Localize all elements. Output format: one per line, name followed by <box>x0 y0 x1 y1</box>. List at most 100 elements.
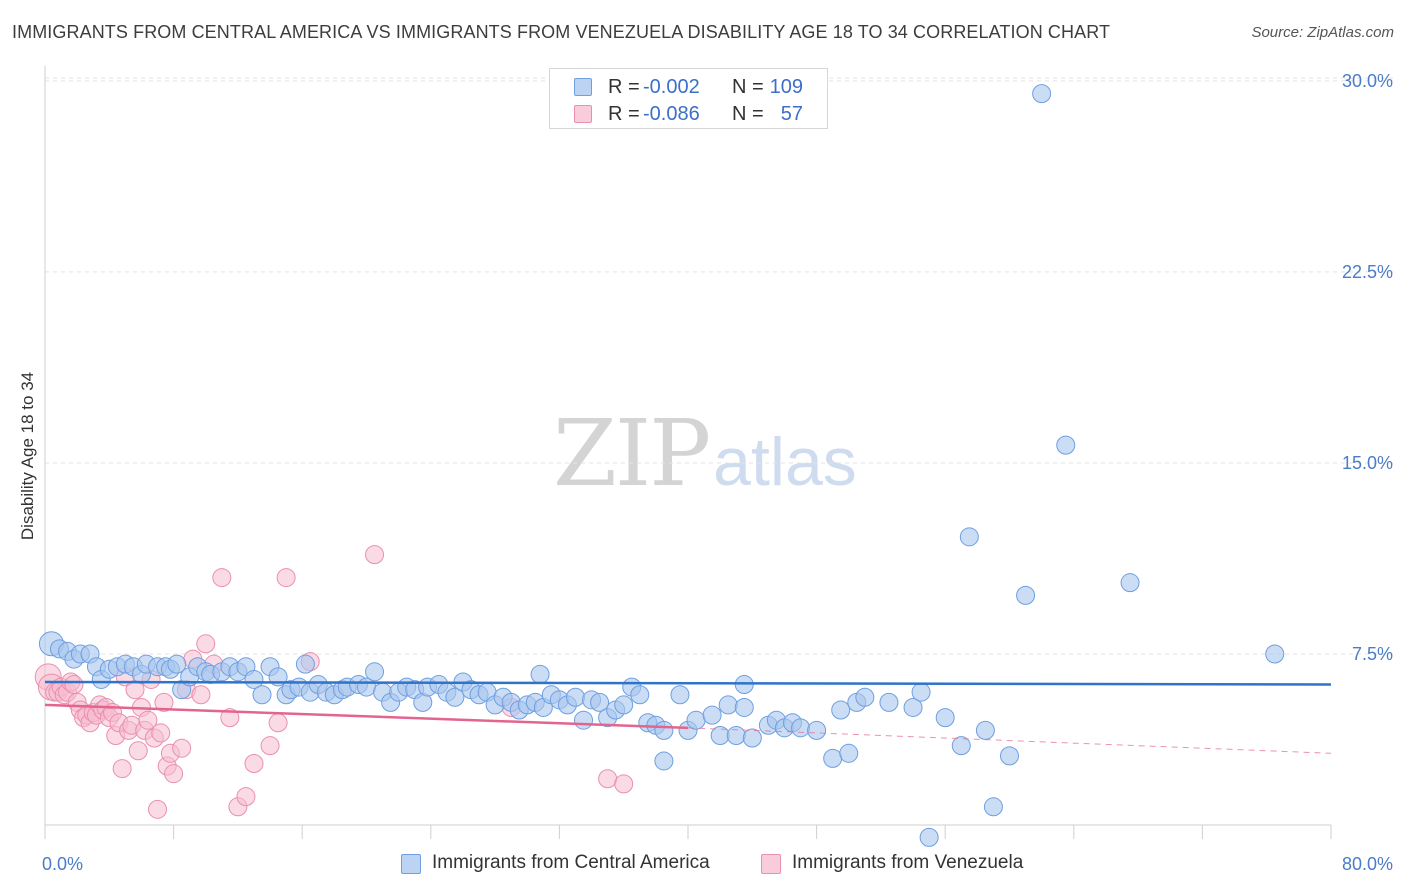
data-point-central-america <box>590 692 610 712</box>
data-point-central-america <box>365 662 385 682</box>
trend-line-venezuela <box>44 703 689 730</box>
data-point-central-america <box>574 710 594 730</box>
data-point-venezuela <box>172 738 192 758</box>
legend-n-value: 57 <box>780 103 803 125</box>
source-label: Source: ZipAtlas.com <box>1251 24 1394 41</box>
data-point-venezuela <box>164 764 184 784</box>
data-point-central-america <box>742 728 762 748</box>
data-point-central-america <box>167 654 187 674</box>
legend-n-value: 109 <box>769 76 803 98</box>
watermark-atlas: atlas <box>713 424 857 500</box>
legend-swatch-blue <box>574 78 592 96</box>
data-point-central-america <box>1120 573 1140 593</box>
data-point-venezuela <box>212 568 232 588</box>
series-legend: Immigrants from Central America Immigran… <box>0 852 1406 878</box>
data-point-venezuela <box>151 723 171 743</box>
legend-r-value: -0.002 <box>643 76 700 98</box>
trend-line-venezuela-extension <box>687 727 1332 754</box>
data-point-central-america <box>244 669 264 689</box>
tick-labels: 7.5% 15.0% 22.5% 30.0% 0.0% 80.0% Disability A… <box>18 71 1393 874</box>
data-point-central-america <box>791 718 811 738</box>
data-point-central-america <box>975 720 995 740</box>
chart-title: IMMIGRANTS FROM CENTRAL AMERICA VS IMMIG… <box>12 22 1111 42</box>
data-point-central-america <box>252 685 272 705</box>
data-point-central-america <box>983 797 1003 817</box>
data-point-venezuela <box>112 759 132 779</box>
data-point-venezuela <box>365 545 385 565</box>
data-point-central-america <box>959 527 979 547</box>
watermark-zip: ZIP <box>553 400 711 507</box>
legend-n-label: N = <box>732 103 764 125</box>
data-point-central-america <box>718 695 738 715</box>
trend-line-central-america <box>44 680 1332 686</box>
data-point-venezuela <box>614 774 634 794</box>
data-point-central-america <box>919 827 939 847</box>
series-venezuela-points <box>34 545 634 819</box>
data-point-central-america <box>445 687 465 707</box>
y-tick-label: 30.0% <box>1342 71 1393 91</box>
data-point-central-america <box>702 705 722 725</box>
trend-lines <box>44 680 1332 754</box>
y-tick-label: 15.0% <box>1342 453 1393 473</box>
data-point-central-america <box>1032 84 1052 104</box>
data-point-central-america <box>951 736 971 756</box>
grid-lines <box>45 77 1394 655</box>
data-point-central-america <box>839 743 859 763</box>
data-point-central-america <box>295 654 315 674</box>
legend-r-label: R = <box>608 103 640 125</box>
data-point-venezuela <box>154 692 174 712</box>
data-point-venezuela <box>260 736 280 756</box>
y-axis-label: Disability Age 18 to 34 <box>18 372 37 540</box>
data-point-venezuela <box>196 634 216 654</box>
data-point-central-america <box>823 748 843 768</box>
data-point-venezuela <box>64 675 84 695</box>
x-tick-label: 0.0% <box>42 854 83 874</box>
data-point-central-america <box>630 685 650 705</box>
data-point-central-america <box>1016 585 1036 605</box>
data-point-venezuela <box>191 685 211 705</box>
data-point-central-america <box>654 720 674 740</box>
data-point-venezuela <box>138 710 158 730</box>
data-point-venezuela <box>268 713 288 733</box>
y-tick-label: 7.5% <box>1352 644 1393 664</box>
y-tick-label: 22.5% <box>1342 262 1393 282</box>
legend-swatch-pink <box>761 854 781 874</box>
data-point-venezuela <box>276 568 296 588</box>
correlation-legend: R = -0.002 N = 109 R = -0.086 N = 57 <box>549 68 828 129</box>
data-point-central-america <box>530 664 550 684</box>
data-point-central-america <box>1265 644 1285 664</box>
data-point-central-america <box>911 682 931 702</box>
data-point-central-america <box>855 687 875 707</box>
data-point-central-america <box>565 687 585 707</box>
legend-n-label: N = <box>732 76 764 98</box>
data-point-central-america <box>614 695 634 715</box>
data-point-central-america <box>1000 746 1019 766</box>
legend-r-value: -0.086 <box>643 103 700 125</box>
legend-swatch-blue <box>401 854 421 874</box>
legend-row-central-america: R = -0.002 N = 109 <box>550 74 827 101</box>
data-point-central-america <box>686 710 706 730</box>
legend-label: Immigrants from Venezuela <box>792 852 1024 873</box>
data-point-central-america <box>726 725 746 745</box>
data-point-central-america <box>807 720 827 740</box>
data-point-central-america <box>879 692 899 712</box>
data-point-central-america <box>831 700 851 720</box>
legend-label: Immigrants from Central America <box>432 852 710 873</box>
data-point-venezuela <box>236 787 256 807</box>
data-point-venezuela <box>148 799 168 819</box>
x-tick-label: 80.0% <box>1342 854 1393 874</box>
legend-r-label: R = <box>608 76 640 98</box>
data-point-central-america <box>654 751 674 771</box>
data-point-venezuela <box>244 753 264 773</box>
data-point-venezuela <box>598 769 618 789</box>
data-point-central-america <box>670 685 690 705</box>
data-point-venezuela <box>220 708 240 728</box>
watermark: ZIPatlas <box>553 400 857 507</box>
legend-swatch-pink <box>574 105 592 123</box>
data-point-central-america <box>734 697 754 717</box>
data-point-central-america <box>903 697 923 717</box>
data-point-central-america <box>935 708 955 728</box>
data-point-venezuela <box>128 741 148 761</box>
data-point-central-america <box>1056 435 1076 455</box>
